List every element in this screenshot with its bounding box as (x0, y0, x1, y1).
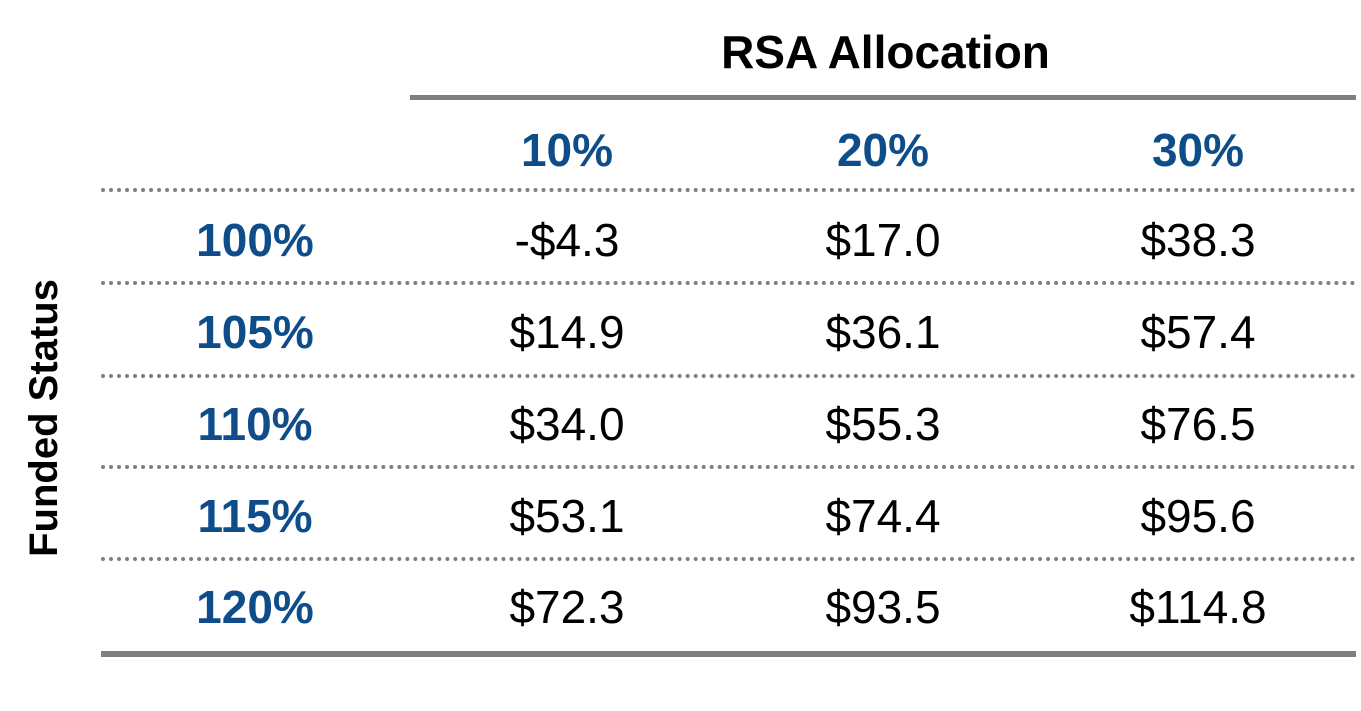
table-cell: $76.5 (1140, 398, 1256, 450)
row-separator (101, 465, 1356, 469)
table-cell: -$4.3 (514, 214, 620, 266)
table-cell: $57.4 (1140, 306, 1256, 358)
table-cell: $17.0 (825, 214, 941, 266)
row-separator (101, 281, 1356, 285)
table-cell: $38.3 (1140, 214, 1256, 266)
table-cell: $72.3 (509, 581, 625, 633)
row-separator (101, 374, 1356, 378)
table-cell: $14.9 (509, 306, 625, 358)
column-header: 10% (520, 124, 614, 176)
column-header: 20% (836, 124, 930, 176)
row-header: 100% (196, 214, 314, 266)
row-header: 110% (197, 398, 313, 450)
column-group-title: RSA Allocation (721, 26, 1050, 78)
row-header: 115% (197, 490, 313, 542)
row-separator (101, 188, 1356, 192)
row-header: 120% (196, 581, 314, 633)
table-cell: $53.1 (509, 490, 625, 542)
table-cell: $74.4 (825, 490, 941, 542)
table-cell: $36.1 (825, 306, 941, 358)
table-cell: $55.3 (825, 398, 941, 450)
bottom-rule (101, 651, 1356, 657)
table-cell: $95.6 (1140, 490, 1256, 542)
table-cell: $93.5 (825, 581, 941, 633)
row-header: 105% (196, 306, 314, 358)
row-separator (101, 557, 1356, 561)
top-rule (410, 95, 1356, 100)
row-group-title: Funded Status (22, 279, 66, 557)
table-cell: $34.0 (509, 398, 625, 450)
column-header: 30% (1151, 124, 1245, 176)
table-cell: $114.8 (1129, 581, 1267, 633)
